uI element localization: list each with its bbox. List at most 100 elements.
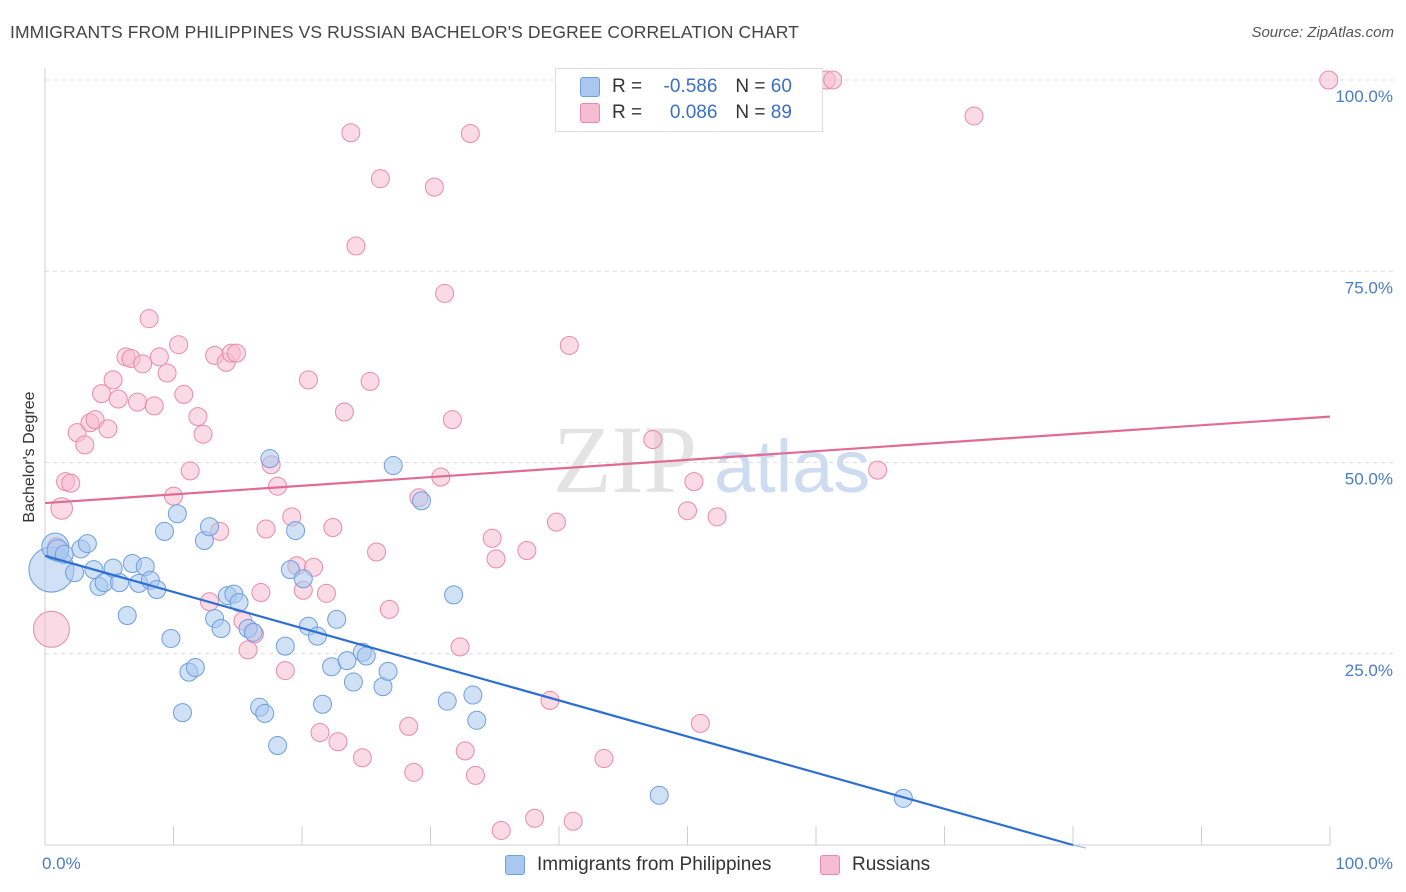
russians-point (707, 507, 727, 527)
russians-point (61, 473, 81, 493)
legend-swatch-pink (580, 103, 600, 123)
russians-point (823, 70, 843, 90)
philippines-point (255, 703, 275, 723)
russians-point (75, 435, 95, 455)
tick-labels: 25.0% 50.0% 75.0% 100.0% 0.0% 100.0% (42, 87, 1393, 873)
philippines-point (444, 585, 464, 605)
chart-title: IMMIGRANTS FROM PHILIPPINES VS RUSSIAN B… (10, 22, 799, 42)
russians-point (684, 472, 704, 492)
philippines-point (286, 521, 306, 541)
russians-point (486, 549, 506, 569)
bottom-legend-label: Russians (852, 854, 931, 875)
philippines-point (356, 646, 376, 666)
philippines-point (467, 710, 487, 730)
russians-point (169, 335, 189, 355)
legend-n-value: 89 (770, 102, 792, 123)
russians-point (157, 363, 177, 383)
russians-point (360, 371, 380, 391)
russians-point (404, 762, 424, 782)
philippines-point (293, 569, 313, 589)
y-tick-label: 25.0% (1345, 661, 1393, 680)
russians-point (559, 335, 579, 355)
russians-point (188, 407, 208, 427)
philippines-point (199, 517, 219, 537)
philippines-point (167, 504, 187, 524)
russians-point (352, 748, 372, 768)
philippines-trend-extension (1072, 844, 1086, 849)
philippines-point (412, 491, 432, 511)
russians-point (174, 384, 194, 404)
russians-point (399, 716, 419, 736)
russians-point (460, 124, 480, 144)
source-label: Source: ZipAtlas.com (1251, 24, 1394, 41)
russians-point (1319, 70, 1339, 90)
russians-point (316, 583, 336, 603)
russians-point (193, 424, 213, 444)
russians-point (594, 749, 614, 769)
russians-trend-line (44, 415, 1331, 505)
philippines-point (155, 521, 175, 541)
russians-point (251, 583, 271, 603)
y-tick-label: 50.0% (1345, 470, 1393, 489)
russians-point (546, 512, 566, 532)
russians-point (310, 723, 330, 743)
philippines-point (378, 661, 398, 681)
russians-point (424, 177, 444, 197)
philippines-point (337, 651, 357, 671)
russians-point (525, 808, 545, 828)
philippines-point (268, 736, 288, 756)
russians-point (435, 283, 455, 303)
russians-point (690, 713, 710, 733)
philippines-trend-line (44, 554, 1074, 847)
watermark-atlas: atlas (714, 425, 870, 508)
philippines-point (313, 694, 333, 714)
y-tick-label: 75.0% (1345, 278, 1393, 297)
watermark-zip: ZIP (553, 406, 697, 513)
axes (44, 68, 1331, 846)
russians-point (164, 486, 183, 506)
philippines-point (185, 658, 205, 678)
russians-point (868, 460, 888, 480)
russians-point (238, 640, 258, 660)
philippines-point (343, 672, 363, 692)
legend-row-russians: R = 0.086 N = 89 (580, 100, 792, 126)
y-axis-title: Bachelor's Degree (21, 391, 38, 522)
russians-point (643, 430, 663, 450)
russians-point (133, 354, 153, 374)
russians-point (334, 402, 354, 422)
philippines-point (161, 628, 181, 648)
philippines-point (117, 606, 137, 625)
data-points (28, 70, 1339, 840)
russians-point (32, 610, 70, 648)
philippines-point (649, 785, 669, 805)
russians-point (85, 410, 105, 430)
russians-point (465, 765, 485, 785)
legend-n-value: 60 (770, 76, 792, 97)
philippines-point (437, 691, 457, 711)
russians-point (298, 370, 318, 390)
russians-point (180, 461, 200, 481)
russians-point (442, 410, 462, 430)
russians-point (964, 106, 984, 126)
russians-point (144, 396, 164, 416)
bottom-legend-russians: Russians (820, 852, 930, 878)
russians-point (103, 370, 123, 390)
russians-point (491, 820, 511, 840)
philippines-point (243, 622, 263, 642)
watermark: ZIP atlas (553, 406, 870, 513)
russians-point (379, 599, 399, 619)
russians-point (678, 501, 697, 521)
y-tick-label: 100.0% (1335, 87, 1393, 106)
legend-r-label: R = (612, 76, 643, 97)
philippines-point (211, 619, 231, 639)
philippines-point (275, 636, 295, 656)
russians-point (341, 123, 361, 143)
bottom-legend-swatch-blue (505, 855, 525, 875)
bottom-legend-swatch-pink (820, 855, 840, 875)
russians-point (226, 343, 246, 363)
russians-point (455, 741, 475, 761)
legend-r-label: R = (612, 102, 643, 123)
legend-swatch-blue (580, 77, 600, 97)
legend-r-value: 0.086 (669, 102, 718, 123)
